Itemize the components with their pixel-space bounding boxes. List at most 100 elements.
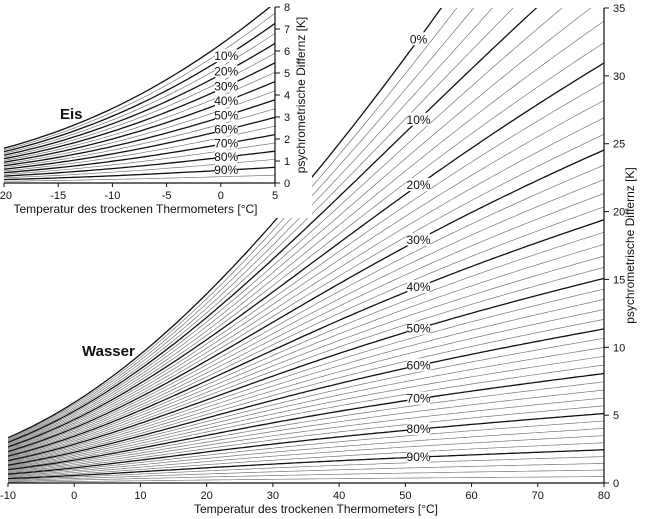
inset-background <box>0 0 312 218</box>
rh-curve-60-percent <box>8 328 604 466</box>
x-tick-label: -10 <box>0 490 16 502</box>
rh-curve-90-percent <box>8 449 604 480</box>
curve-label-bg <box>215 79 238 93</box>
curve-label-bg <box>215 108 238 122</box>
curve-label-30-percent: 30% <box>407 233 431 247</box>
y-tick-label: 4 <box>284 90 290 102</box>
curve-label-bg <box>407 112 430 126</box>
curve-label-90-percent: 90% <box>214 163 238 177</box>
curve-label-bg <box>407 358 430 372</box>
y-tick-label: 25 <box>613 139 625 151</box>
curve-label-bg <box>407 422 430 436</box>
rh-curve-24-percent <box>8 100 604 450</box>
curve-label-bg <box>215 94 238 108</box>
rh-curve-32-percent <box>8 164 604 453</box>
y-tick-label: 10 <box>613 342 625 354</box>
curve-label-20-percent: 20% <box>407 178 431 192</box>
rh-curve-12-percent <box>8 8 563 444</box>
region-label: Wasser <box>82 343 135 360</box>
rh-curve-0-percent <box>4 7 271 149</box>
y-axis-title: psychrometrische Differnz [K] <box>294 17 308 174</box>
rh-curve-92-percent <box>8 456 604 480</box>
curve-label-bg <box>215 49 238 63</box>
rh-curve-36-percent <box>8 193 604 455</box>
y-tick-label: 7 <box>284 24 290 36</box>
rh-curve-84-percent <box>8 428 604 477</box>
curve-label-bg <box>407 321 430 335</box>
rh-curve-34-percent <box>8 179 604 454</box>
x-axis-title: Temperatur des trockenen Thermometers [°… <box>194 502 438 516</box>
rh-curve-95-percent <box>4 174 275 182</box>
rh-curve-8-percent <box>8 8 514 442</box>
rh-curve-80-percent <box>8 412 604 475</box>
y-tick-label: 6 <box>284 46 290 58</box>
y-tick-label: 0 <box>613 478 619 490</box>
rh-curve-62-percent <box>8 337 604 467</box>
y-tick-label: 35 <box>613 3 625 15</box>
y-tick-label: 20 <box>613 207 625 219</box>
rh-curve-70-percent <box>8 372 604 471</box>
curve-label-20-percent: 20% <box>214 64 238 78</box>
rh-curve-18-percent <box>8 42 604 447</box>
x-tick-label: -5 <box>162 190 172 202</box>
rh-curve-76-percent <box>8 397 604 473</box>
rh-curve-56-percent <box>8 309 604 464</box>
curve-label-bg <box>215 149 238 163</box>
curve-label-bg <box>407 391 430 405</box>
y-tick-label: 0 <box>284 178 290 190</box>
x-axis-title: Temperatur des trockenen Thermometers [°… <box>13 202 257 216</box>
region-label: Eis <box>60 106 83 123</box>
x-tick-label: 10 <box>134 490 146 502</box>
x-tick-label: -15 <box>50 190 66 202</box>
curve-label-80-percent: 80% <box>407 422 431 436</box>
rh-curve-68-percent <box>8 364 604 470</box>
y-tick-label: 3 <box>284 112 290 124</box>
curve-label-bg <box>215 122 238 136</box>
rh-curve-86-percent <box>8 435 604 478</box>
curve-label-60-percent: 60% <box>407 358 431 372</box>
curve-label-40-percent: 40% <box>407 280 431 294</box>
rh-curve-75-percent <box>4 142 275 175</box>
curve-label-bg <box>410 32 427 46</box>
rh-curve-20-percent <box>8 62 604 448</box>
rh-curve-52-percent <box>8 288 604 462</box>
rh-curve-54-percent <box>8 299 604 463</box>
rh-curve-78-percent <box>8 405 604 474</box>
rh-curve-94-percent <box>8 463 604 481</box>
rh-curve-72-percent <box>8 381 604 471</box>
rh-curve-28-percent <box>8 133 604 452</box>
y-tick-label: 30 <box>613 71 625 83</box>
curve-label-60-percent: 60% <box>214 123 238 137</box>
rh-curve-55-percent <box>4 108 275 168</box>
y-tick-label: 5 <box>284 68 290 80</box>
rh-curve-42-percent <box>8 231 604 458</box>
curve-label-30-percent: 30% <box>214 80 238 94</box>
x-tick-label: -20 <box>0 190 12 202</box>
curve-label-80-percent: 80% <box>214 150 238 164</box>
curve-label-bg <box>407 450 430 464</box>
y-axis-title: psychrometrische Differnz [K] <box>623 167 637 324</box>
rh-curve-26-percent <box>8 117 604 451</box>
y-tick-label: 2 <box>284 134 290 146</box>
x-tick-label: 70 <box>532 490 544 502</box>
curve-label-50-percent: 50% <box>214 109 238 123</box>
curve-label-bg <box>407 280 430 294</box>
rh-curve-96-percent <box>8 469 604 482</box>
curves <box>8 8 604 483</box>
x-tick-label: -10 <box>104 190 120 202</box>
rh-curve-64-percent <box>8 347 604 468</box>
x-tick-label: 5 <box>272 190 278 202</box>
rh-curve-14-percent <box>8 8 592 445</box>
rh-curve-98-percent <box>8 476 604 483</box>
curve-label-10-percent: 10% <box>214 49 238 63</box>
curve-label-90-percent: 90% <box>407 450 431 464</box>
rh-curve-48-percent <box>8 267 604 461</box>
x-tick-label: 50 <box>399 490 411 502</box>
curve-label-70-percent: 70% <box>214 136 238 150</box>
rh-curve-66-percent <box>8 355 604 469</box>
rh-curve-88-percent <box>8 442 604 479</box>
y-tick-label: 5 <box>613 410 619 422</box>
curve-label-50-percent: 50% <box>407 321 431 335</box>
y-tick-label: 15 <box>613 274 625 286</box>
